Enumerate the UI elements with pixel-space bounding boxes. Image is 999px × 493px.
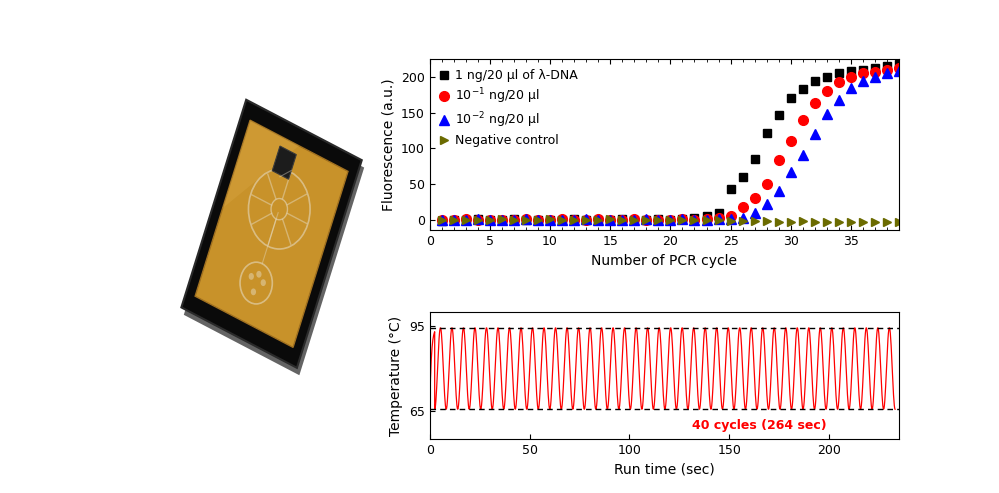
Circle shape — [257, 271, 262, 278]
Text: 40 cycles (264 sec): 40 cycles (264 sec) — [692, 419, 826, 432]
Legend: 1 ng/20 μl of λ-DNA, $10^{-1}$ ng/20 μl, $10^{-2}$ ng/20 μl, Negative control: 1 ng/20 μl of λ-DNA, $10^{-1}$ ng/20 μl,… — [436, 66, 581, 151]
Circle shape — [261, 279, 266, 286]
X-axis label: Run time (sec): Run time (sec) — [614, 462, 714, 476]
Polygon shape — [184, 107, 365, 375]
Y-axis label: Fluorescence (a.u.): Fluorescence (a.u.) — [382, 78, 396, 211]
Text: Vacuum-packaged: Vacuum-packaged — [186, 381, 357, 398]
Y-axis label: Temperature (°C): Temperature (°C) — [390, 316, 404, 435]
X-axis label: Number of PCR cycle: Number of PCR cycle — [591, 254, 737, 268]
Polygon shape — [182, 100, 362, 368]
Circle shape — [251, 288, 256, 295]
Text: PF-PCR chip: PF-PCR chip — [216, 407, 328, 425]
Polygon shape — [273, 146, 297, 179]
Circle shape — [249, 273, 254, 280]
Polygon shape — [195, 120, 348, 348]
Polygon shape — [223, 120, 299, 208]
